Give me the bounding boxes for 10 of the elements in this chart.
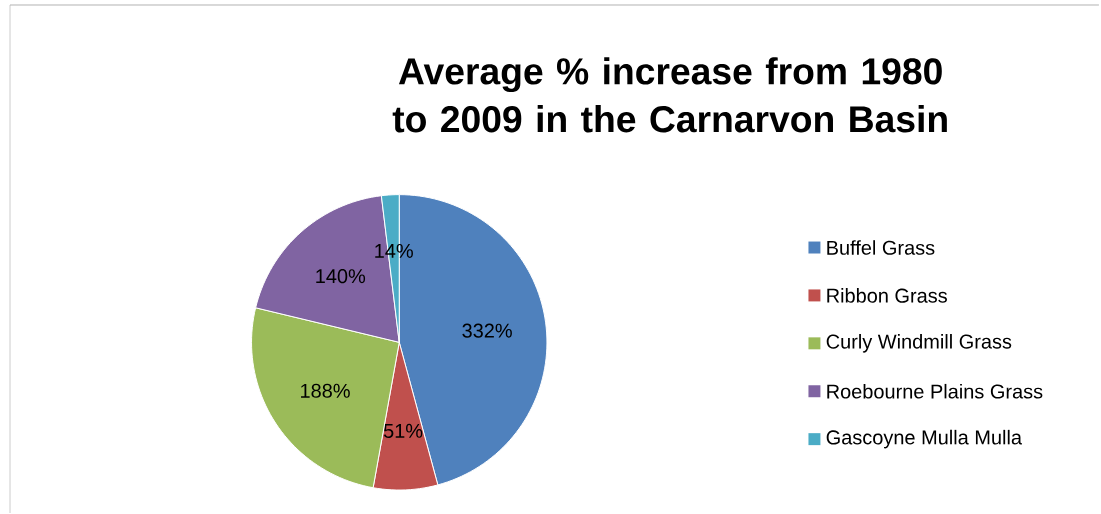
data-label: 188% <box>301 383 350 399</box>
chart-title: Average % increase from 1980 to 2009 in the Carnarvon Basin <box>392 57 947 133</box>
data-label: 140% <box>316 269 366 284</box>
data-label: 332% <box>462 323 512 338</box>
legend-label: Curly Windmill Grass <box>826 334 1012 353</box>
data-label: 51% <box>383 424 423 439</box>
legend-label: Roebourne Plains Grass <box>827 384 1043 399</box>
legend-label: Buffel Grass <box>827 240 935 256</box>
legend-label: Ribbon Grass <box>827 288 947 303</box>
legend-label: Gascoyne Mulla Mulla <box>826 430 1023 449</box>
